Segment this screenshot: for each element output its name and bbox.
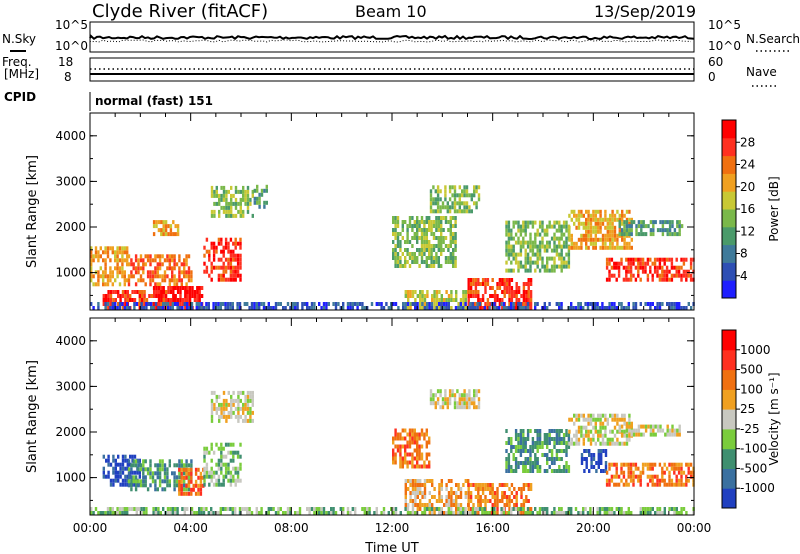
- data-region: [127, 254, 193, 287]
- colorbar-tick: 500: [740, 363, 763, 377]
- y-tick-label: 2000: [55, 220, 86, 234]
- colorbar-tick: 25: [740, 402, 755, 416]
- colorbar-tick: -100: [740, 442, 767, 456]
- data-region: [568, 209, 633, 250]
- colorbar-tick: -500: [740, 461, 767, 475]
- data-region: [210, 185, 254, 218]
- nsky-tick-top: 10^5: [55, 18, 88, 32]
- data-region: [152, 220, 180, 237]
- freq-panel: Freq. [MHz] 18 8 60 0 Nave: [2, 55, 778, 87]
- nave-tick-bottom: 0: [708, 70, 716, 84]
- colorbar-tick: 4: [740, 269, 748, 283]
- colorbar: 4 8 12 16 20 24 28 Power [dB]: [721, 119, 781, 299]
- velocity-rti-chart: 1000 2000 3000 4000 00:00 04:00 08:00 12:00 16:0…: [25, 317, 781, 535]
- y-tick-label: 4000: [55, 129, 86, 143]
- nsearch-tick-bottom: 10^0: [708, 39, 741, 53]
- data-region: [90, 302, 695, 310]
- data-region: [392, 216, 457, 268]
- colorbar-tick: 16: [740, 202, 755, 216]
- power-rti-chart: 1000 2000 3000 4000 Slant Range [km] 4 8 12 16 20…: [25, 112, 781, 311]
- y-axis-label: Slant Range [km]: [25, 155, 40, 268]
- nsearch-label: N.Search: [746, 32, 800, 46]
- y-tick-label: 1000: [55, 266, 86, 280]
- x-tick-label: 00:00: [73, 521, 108, 535]
- data-region: [203, 237, 242, 282]
- data-region: [618, 220, 684, 237]
- colorbar-tick: 8: [740, 247, 748, 261]
- x-axis-label: Time UT: [364, 541, 418, 554]
- nsearch-tick-top: 10^5: [708, 18, 741, 32]
- data-region: [429, 389, 481, 410]
- date-label: 13/Sep/2019: [594, 2, 696, 21]
- freq-tick-bottom: 8: [64, 70, 72, 84]
- colorbar-tick: 24: [740, 158, 755, 172]
- data-region: [392, 428, 431, 469]
- y-tick-label: 2000: [55, 425, 86, 439]
- freq-tick-top: 18: [58, 55, 73, 69]
- data-region: [580, 449, 608, 473]
- data-region: [178, 467, 205, 496]
- data-region: [605, 257, 695, 282]
- data-region: [253, 184, 268, 209]
- colorbar: 1000 500 100 25 -25 -100 -500 -1000 Velocity [m …: [721, 329, 781, 509]
- x-tick-label: 12:00: [375, 521, 410, 535]
- x-tick-label: 20:00: [576, 521, 611, 535]
- freq-unit: [MHz]: [4, 67, 39, 81]
- y-axis-label: Slant Range [km]: [25, 360, 40, 473]
- nave-tick-top: 60: [708, 55, 723, 69]
- colorbar-tick: 20: [740, 180, 755, 194]
- colorbar-label: Velocity [m s⁻¹]: [767, 372, 781, 465]
- x-tick-label: 16:00: [475, 521, 510, 535]
- beam-label: Beam 10: [355, 2, 427, 21]
- data-region: [90, 507, 695, 515]
- cpid-value: normal (fast) 151: [95, 94, 213, 108]
- data-region: [605, 462, 695, 487]
- station-title: Clyde River (fitACF): [92, 1, 268, 22]
- nsky-label: N.Sky: [2, 32, 36, 46]
- colorbar-tick: -25: [740, 422, 760, 436]
- colorbar-tick: 100: [740, 382, 763, 396]
- nsky-panel: N.Sky 10^5 10^0 10^5 10^0 N.Search: [2, 18, 800, 53]
- cpid-label: CPID: [4, 90, 36, 104]
- x-tick-label: 00:00: [677, 521, 712, 535]
- y-tick-label: 4000: [55, 334, 86, 348]
- data-region: [90, 246, 129, 287]
- data-region: [429, 185, 481, 214]
- y-tick-label: 3000: [55, 379, 86, 393]
- y-tick-label: 3000: [55, 174, 86, 188]
- freq-label: Freq.: [2, 55, 32, 69]
- y-tick-label: 1000: [55, 471, 86, 485]
- x-tick-label: 08:00: [274, 521, 309, 535]
- colorbar-tick: 28: [740, 135, 755, 149]
- colorbar-tick: -1000: [740, 481, 775, 495]
- nsky-tick-bottom: 10^0: [55, 39, 88, 53]
- x-tick-label: 04:00: [173, 521, 208, 535]
- colorbar-tick: 1000: [740, 343, 771, 357]
- data-region: [203, 442, 242, 487]
- nave-label: Nave: [746, 65, 777, 79]
- colorbar-label: Power [dB]: [767, 176, 781, 241]
- data-region: [210, 390, 254, 423]
- colorbar-tick: 12: [740, 224, 755, 238]
- data-region: [618, 424, 681, 437]
- data-region: [505, 429, 571, 473]
